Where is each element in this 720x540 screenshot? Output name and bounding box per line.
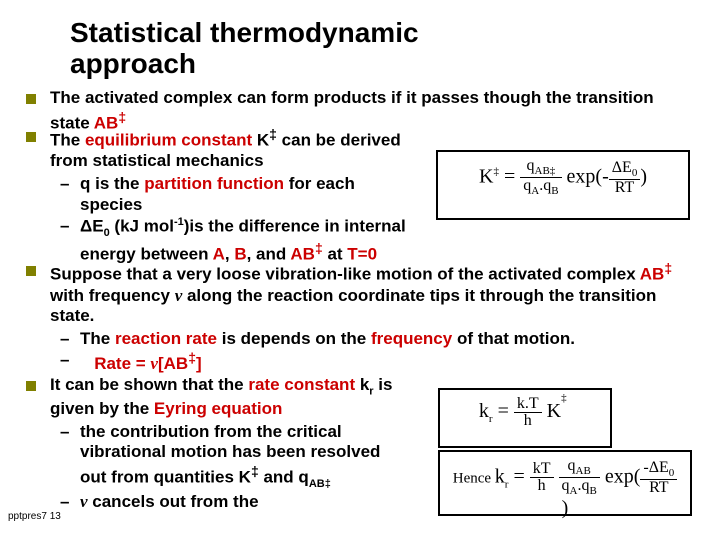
t: (kJ mol [110,216,174,235]
bullet-3: It can be shown that the rate constant k… [26,375,420,420]
t: k [479,400,489,422]
t: It can be shown that the [50,375,248,394]
t: ) [640,165,647,187]
t: cancels out from the [88,492,259,511]
t: exp(- [567,165,609,187]
t: q is the [80,174,144,193]
t: The [80,329,115,348]
t: Eyring equation [154,399,282,418]
t: ‡ [269,126,277,142]
t: ‡ [188,350,196,366]
t: A [213,245,225,264]
t: r [489,413,493,425]
t: ‡ [561,392,567,404]
t: r [505,478,509,490]
t: at [323,245,348,264]
t: ΔE [80,216,104,235]
t: K [547,400,561,422]
t: with frequency [50,286,175,305]
equation-hence-kr: Hence kr = kT h qAB qA.qB exp( -ΔE0 RT ) [438,450,692,516]
t: A [570,485,578,497]
t: ‡ [493,166,499,178]
equation-eyring: kr = k.T h K‡ [438,388,612,448]
t: q [543,177,551,194]
t: exp( [605,465,641,487]
t: is depends on the [217,329,371,348]
t: Suppose that a very loose vibration-like… [50,265,640,284]
t: B [234,245,246,264]
body-layer-2: The equilibrium constant K‡ can be deriv… [26,126,416,265]
equation-k-double-dagger: K‡ = qAB‡ qA.qB exp(- ΔE0 RT ) [436,150,690,220]
t: q [562,477,570,494]
t: AB‡ [309,478,331,490]
t: A [531,185,539,197]
t: frequency [371,329,452,348]
t: ‡ [315,240,323,256]
t: RT [609,180,641,196]
t: RT [640,480,677,496]
t: AB [576,465,591,477]
t: AB [290,245,315,264]
layer2-sub-1: q is the partition function for each spe… [26,174,416,215]
t: q [527,157,535,174]
t: -1 [174,216,184,228]
footer-label: pptpres7 13 [8,511,61,522]
t: partition function [144,174,284,193]
t: B [589,485,596,497]
bullet-2: Suppose that a very loose vibration-like… [26,260,696,327]
bullet-2-sub-2: – Rate = ν[AB‡] [26,350,696,375]
t: q [568,457,576,474]
t: kT [530,461,554,478]
t: and q [259,468,309,487]
t: ν [80,492,88,511]
t: AB [640,265,665,284]
t: ΔE [612,159,632,176]
layer2-sub-2: ΔE0 (kJ mol-1)is the difference in inter… [26,216,416,266]
t: Hence [453,470,495,486]
slide-title: Statistical thermodynamic approach [70,18,419,80]
t: 0 [632,167,638,179]
t: of that motion. [452,329,575,348]
t: reaction rate [115,329,217,348]
t: K [479,165,493,187]
title-line-1: Statistical thermodynamic [70,17,419,48]
t: ‡ [251,463,259,479]
t: k [495,465,505,487]
t: ‡ [664,260,672,276]
t: ‡ [118,109,126,125]
title-line-2: approach [70,48,196,79]
bullet-2-sub-1: The reaction rate is depends on the freq… [26,329,696,350]
t: rate constant [248,375,355,394]
t: the contribution from the critical vibra… [80,422,380,487]
t: ) [562,497,569,519]
t: , and [247,245,291,264]
t: k.T [514,396,542,413]
t: The [50,131,85,150]
t: , [225,245,234,264]
t: Rate = [94,354,150,373]
t: [AB [158,354,188,373]
t: AB‡ [535,165,556,177]
t: h [514,413,542,429]
t: 0 [669,467,675,479]
t: T=0 [347,245,377,264]
t: equilibrium constant [85,131,252,150]
t: K [252,131,269,150]
t: ν [150,354,158,373]
t: k [355,375,369,394]
t: B [551,185,558,197]
bullet-3-sub-1: the contribution from the critical vibra… [26,422,410,492]
t: ] [196,354,202,373]
t: h [530,478,554,494]
slide: Statistical thermodynamic approach The a… [0,0,720,540]
layer2-bullet-1: The equilibrium constant K‡ can be deriv… [26,126,416,172]
t: -ΔE [643,459,668,476]
